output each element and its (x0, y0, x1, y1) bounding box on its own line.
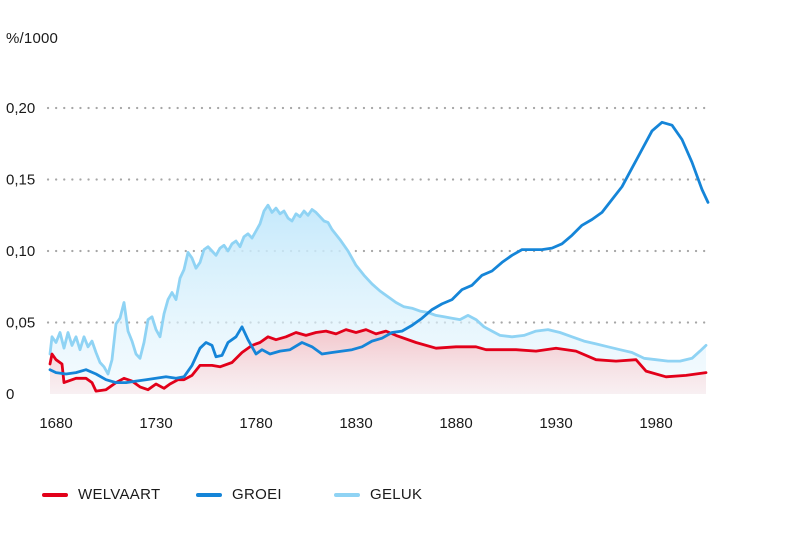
x-tick-label: 1730 (139, 415, 172, 432)
legend-item-geluk: GELUK (334, 486, 422, 503)
y-tick-label: 0,15 (6, 172, 35, 189)
geluk-line (48, 203, 708, 376)
welvaart-line (48, 328, 708, 393)
legend-item-groei: GROEI (196, 486, 282, 503)
x-tick-label: 1930 (539, 415, 572, 432)
groei-line (48, 120, 710, 384)
legend-swatch-groei (196, 492, 222, 497)
x-tick-label: 1980 (639, 415, 672, 432)
legend-label-welvaart: WELVAART (78, 486, 161, 503)
y-tick-label: 0,05 (6, 315, 35, 332)
geluk-area (50, 205, 706, 394)
x-tick-label: 1780 (239, 415, 272, 432)
y-axis-ticks: 0 0,05 0,10 0,15 0,20 (6, 100, 35, 403)
legend-swatch-geluk (334, 492, 360, 497)
x-tick-label: 1680 (39, 415, 72, 432)
y-tick-label: 0 (6, 386, 14, 403)
y-axis-unit-label: %/1000 (6, 30, 59, 47)
legend-label-groei: GROEI (232, 486, 282, 503)
legend-label-geluk: GELUK (370, 486, 423, 503)
x-axis-ticks: 1680 1730 1780 1830 1880 1930 1980 (39, 415, 672, 432)
legend-item-welvaart: WELVAART (42, 486, 160, 503)
legend-swatch-welvaart (42, 492, 68, 497)
chart-legend: WELVAART GROEI GELUK (0, 486, 800, 510)
y-tick-label: 0,20 (6, 100, 35, 117)
y-tick-label: 0,10 (6, 243, 35, 260)
x-tick-label: 1880 (439, 415, 472, 432)
area-fills (50, 205, 706, 394)
x-tick-label: 1830 (339, 415, 372, 432)
welvaart-area (50, 329, 706, 394)
series-lines (48, 120, 710, 393)
